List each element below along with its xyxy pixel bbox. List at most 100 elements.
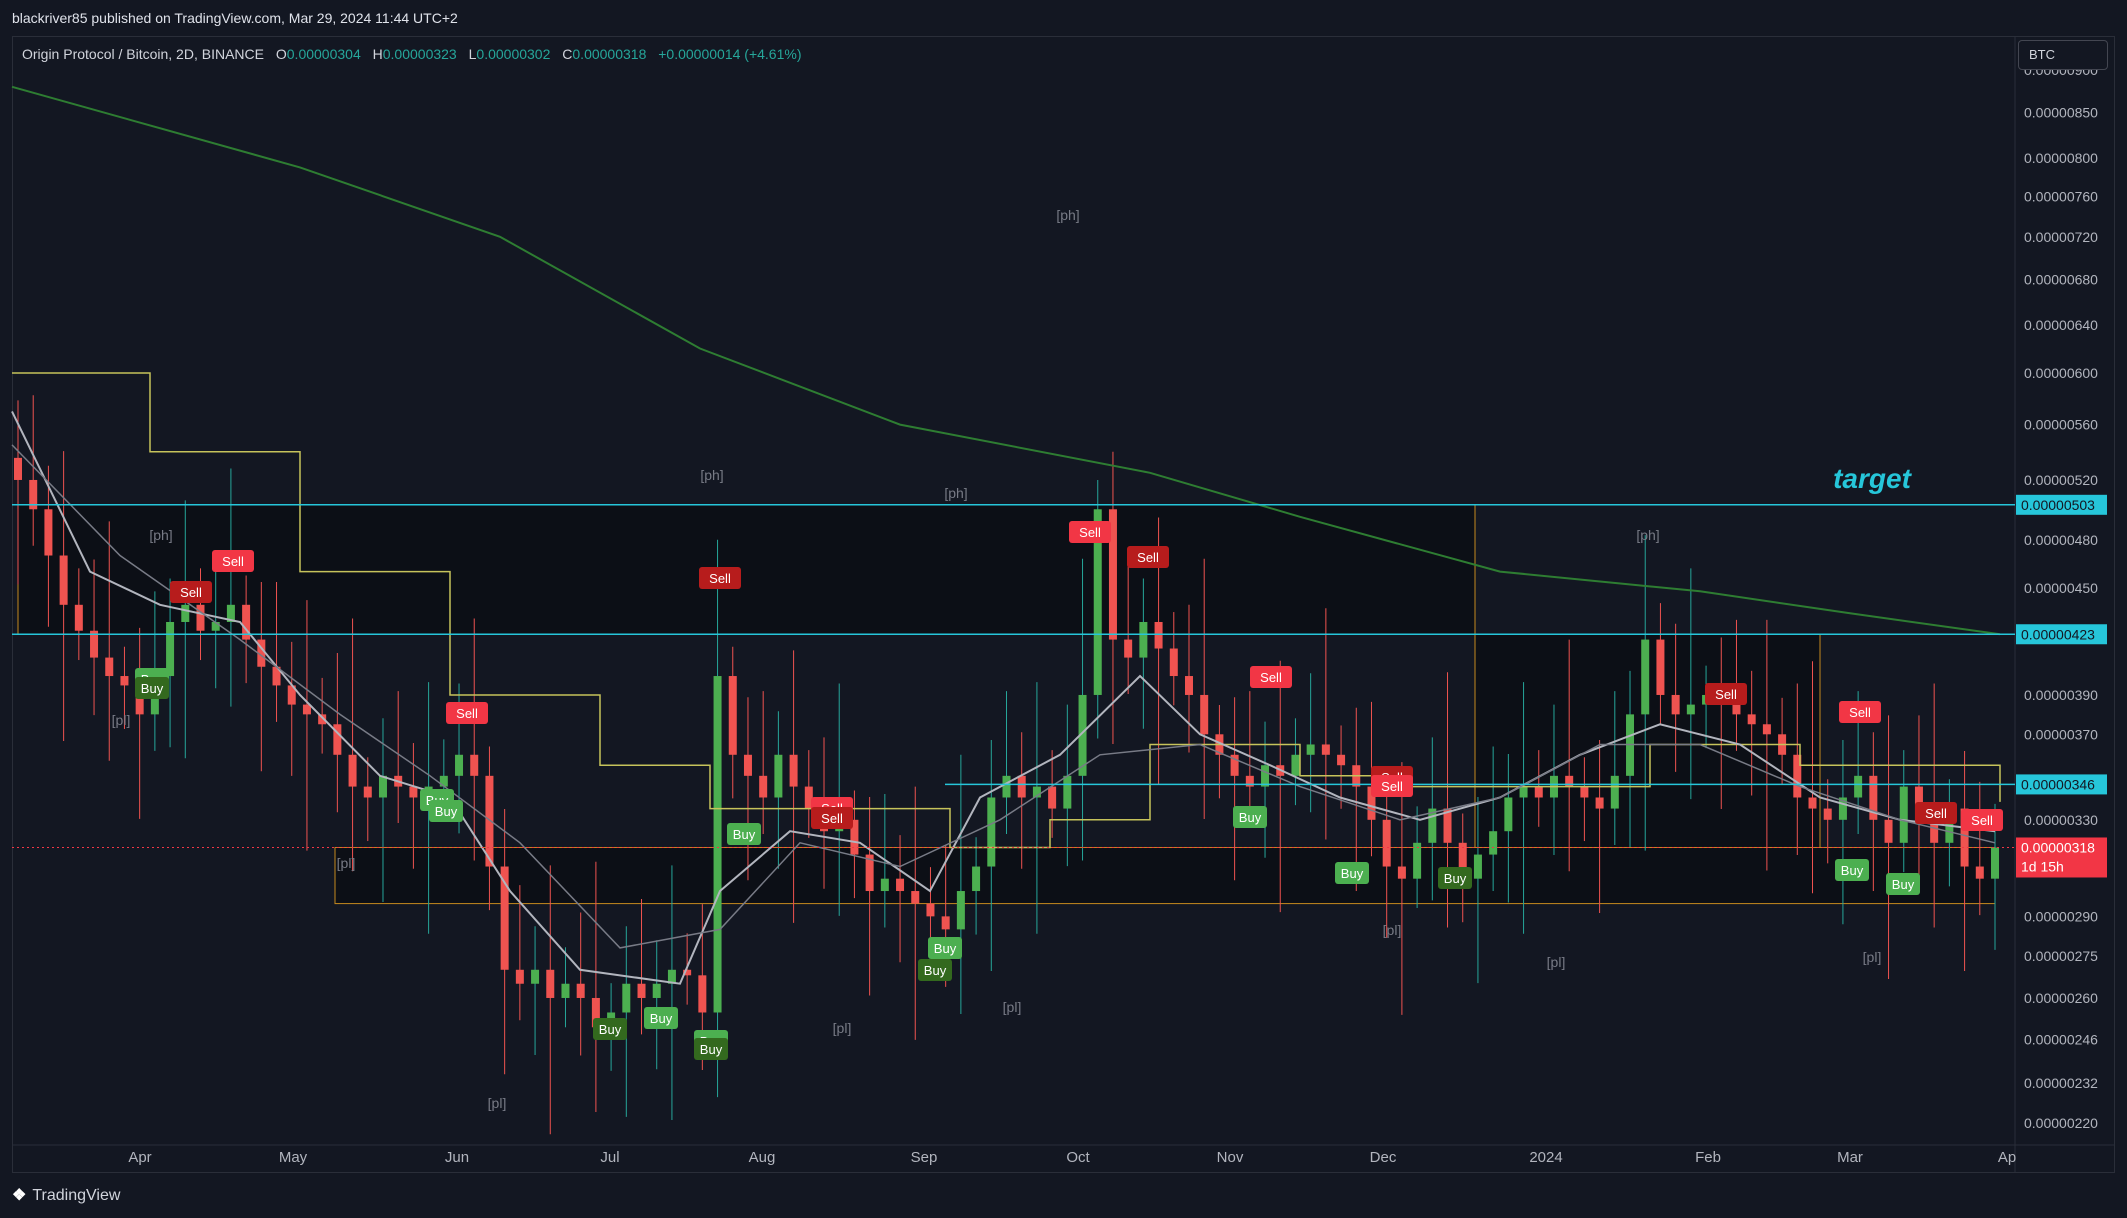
candle-body[interactable]	[1032, 786, 1041, 798]
candle-body[interactable]	[987, 797, 996, 867]
candle-body[interactable]	[363, 786, 372, 798]
tradingview-logo-icon[interactable]: ❖	[12, 1187, 27, 1204]
candle-body[interactable]	[1808, 797, 1817, 809]
candle-body[interactable]	[1869, 775, 1878, 820]
candle-body[interactable]	[1382, 819, 1391, 867]
candle-body[interactable]	[1139, 621, 1148, 658]
candle-body[interactable]	[1063, 775, 1072, 809]
candle-body[interactable]	[667, 969, 676, 984]
candle-body[interactable]	[1230, 754, 1239, 776]
buy-signal[interactable]	[135, 677, 169, 699]
candle-body[interactable]	[1793, 754, 1802, 798]
footer-brand[interactable]: TradingView	[32, 1187, 121, 1204]
candle-body[interactable]	[774, 754, 783, 798]
candle-body[interactable]	[622, 983, 631, 1013]
candle-body[interactable]	[90, 630, 99, 658]
candle-body[interactable]	[1960, 808, 1969, 867]
candle-body[interactable]	[348, 754, 357, 787]
candle-body[interactable]	[1397, 866, 1406, 879]
sell-signal[interactable]	[1250, 666, 1292, 688]
sell-signal[interactable]	[1069, 521, 1111, 543]
buy-signal[interactable]	[1886, 873, 1920, 895]
candle-body[interactable]	[683, 969, 692, 976]
candle-body[interactable]	[1093, 509, 1102, 695]
candle-body[interactable]	[439, 775, 448, 787]
candle-body[interactable]	[561, 983, 570, 998]
candle-body[interactable]	[956, 891, 965, 930]
candle-body[interactable]	[1245, 775, 1254, 787]
currency-button[interactable]: BTC	[2018, 40, 2108, 70]
candle-body[interactable]	[1504, 797, 1513, 832]
sell-signal[interactable]	[1961, 809, 2003, 831]
sell-signal[interactable]	[212, 550, 254, 572]
candle-body[interactable]	[74, 604, 83, 631]
candle-body[interactable]	[1261, 765, 1270, 787]
candle-body[interactable]	[850, 819, 859, 855]
candle-body[interactable]	[1306, 744, 1315, 755]
candle-body[interactable]	[652, 983, 661, 998]
buy-signal[interactable]	[694, 1038, 728, 1060]
candle-body[interactable]	[500, 866, 509, 970]
candle-body[interactable]	[166, 621, 175, 677]
candle-body[interactable]	[515, 969, 524, 984]
candle-body[interactable]	[287, 685, 296, 705]
candle-body[interactable]	[591, 997, 600, 1028]
candle-body[interactable]	[1610, 775, 1619, 809]
sell-signal[interactable]	[1839, 701, 1881, 723]
candle-body[interactable]	[302, 704, 311, 715]
candle-body[interactable]	[1048, 786, 1057, 809]
candle-body[interactable]	[1002, 775, 1011, 798]
candle-body[interactable]	[728, 676, 737, 755]
candle-body[interactable]	[1580, 786, 1589, 798]
candle-body[interactable]	[135, 685, 144, 715]
candle-body[interactable]	[1458, 842, 1467, 879]
candle-body[interactable]	[531, 969, 540, 984]
candle-body[interactable]	[378, 775, 387, 798]
candle-body[interactable]	[1975, 866, 1984, 879]
candle-body[interactable]	[1321, 744, 1330, 755]
candle-body[interactable]	[1641, 639, 1650, 715]
sell-signal[interactable]	[170, 581, 212, 603]
candle-body[interactable]	[29, 479, 38, 510]
candle-body[interactable]	[1337, 754, 1346, 766]
candle-body[interactable]	[211, 621, 220, 631]
candle-body[interactable]	[333, 724, 342, 755]
candle-body[interactable]	[1108, 509, 1117, 640]
candle-body[interactable]	[713, 676, 722, 1013]
candle-body[interactable]	[1838, 797, 1847, 820]
candle-body[interactable]	[409, 786, 418, 798]
candle-body[interactable]	[1671, 694, 1680, 715]
candle-body[interactable]	[272, 666, 281, 686]
candle-body[interactable]	[1154, 621, 1163, 649]
candle-body[interactable]	[1443, 808, 1452, 843]
candle-body[interactable]	[926, 903, 935, 917]
sell-signal[interactable]	[811, 807, 853, 829]
candle-body[interactable]	[1991, 847, 1999, 879]
candle-body[interactable]	[865, 854, 874, 892]
candle-body[interactable]	[804, 786, 813, 809]
buy-signal[interactable]	[1233, 806, 1267, 828]
buy-signal[interactable]	[918, 959, 952, 981]
candle-body[interactable]	[1762, 724, 1771, 735]
candle-body[interactable]	[1595, 797, 1604, 809]
candle-body[interactable]	[14, 457, 22, 480]
candle-body[interactable]	[1732, 704, 1741, 715]
candle-body[interactable]	[59, 555, 68, 605]
candle-body[interactable]	[196, 604, 205, 631]
candle-body[interactable]	[1930, 819, 1939, 843]
sell-signal[interactable]	[1371, 775, 1413, 797]
symbol-name[interactable]: Origin Protocol / Bitcoin, 2D, BINANCE	[22, 46, 264, 62]
candle-body[interactable]	[1428, 808, 1437, 843]
candle-body[interactable]	[1169, 648, 1178, 677]
candle-body[interactable]	[1078, 694, 1087, 776]
candle-body[interactable]	[698, 975, 707, 1013]
candle-body[interactable]	[1565, 775, 1574, 787]
candle-body[interactable]	[485, 775, 494, 867]
candle-body[interactable]	[318, 714, 327, 725]
buy-signal[interactable]	[1835, 859, 1869, 881]
candle-body[interactable]	[1184, 676, 1193, 695]
candle-body[interactable]	[743, 754, 752, 776]
candle-body[interactable]	[1473, 854, 1482, 879]
buy-signal[interactable]	[644, 1007, 678, 1029]
candle-body[interactable]	[44, 509, 53, 556]
